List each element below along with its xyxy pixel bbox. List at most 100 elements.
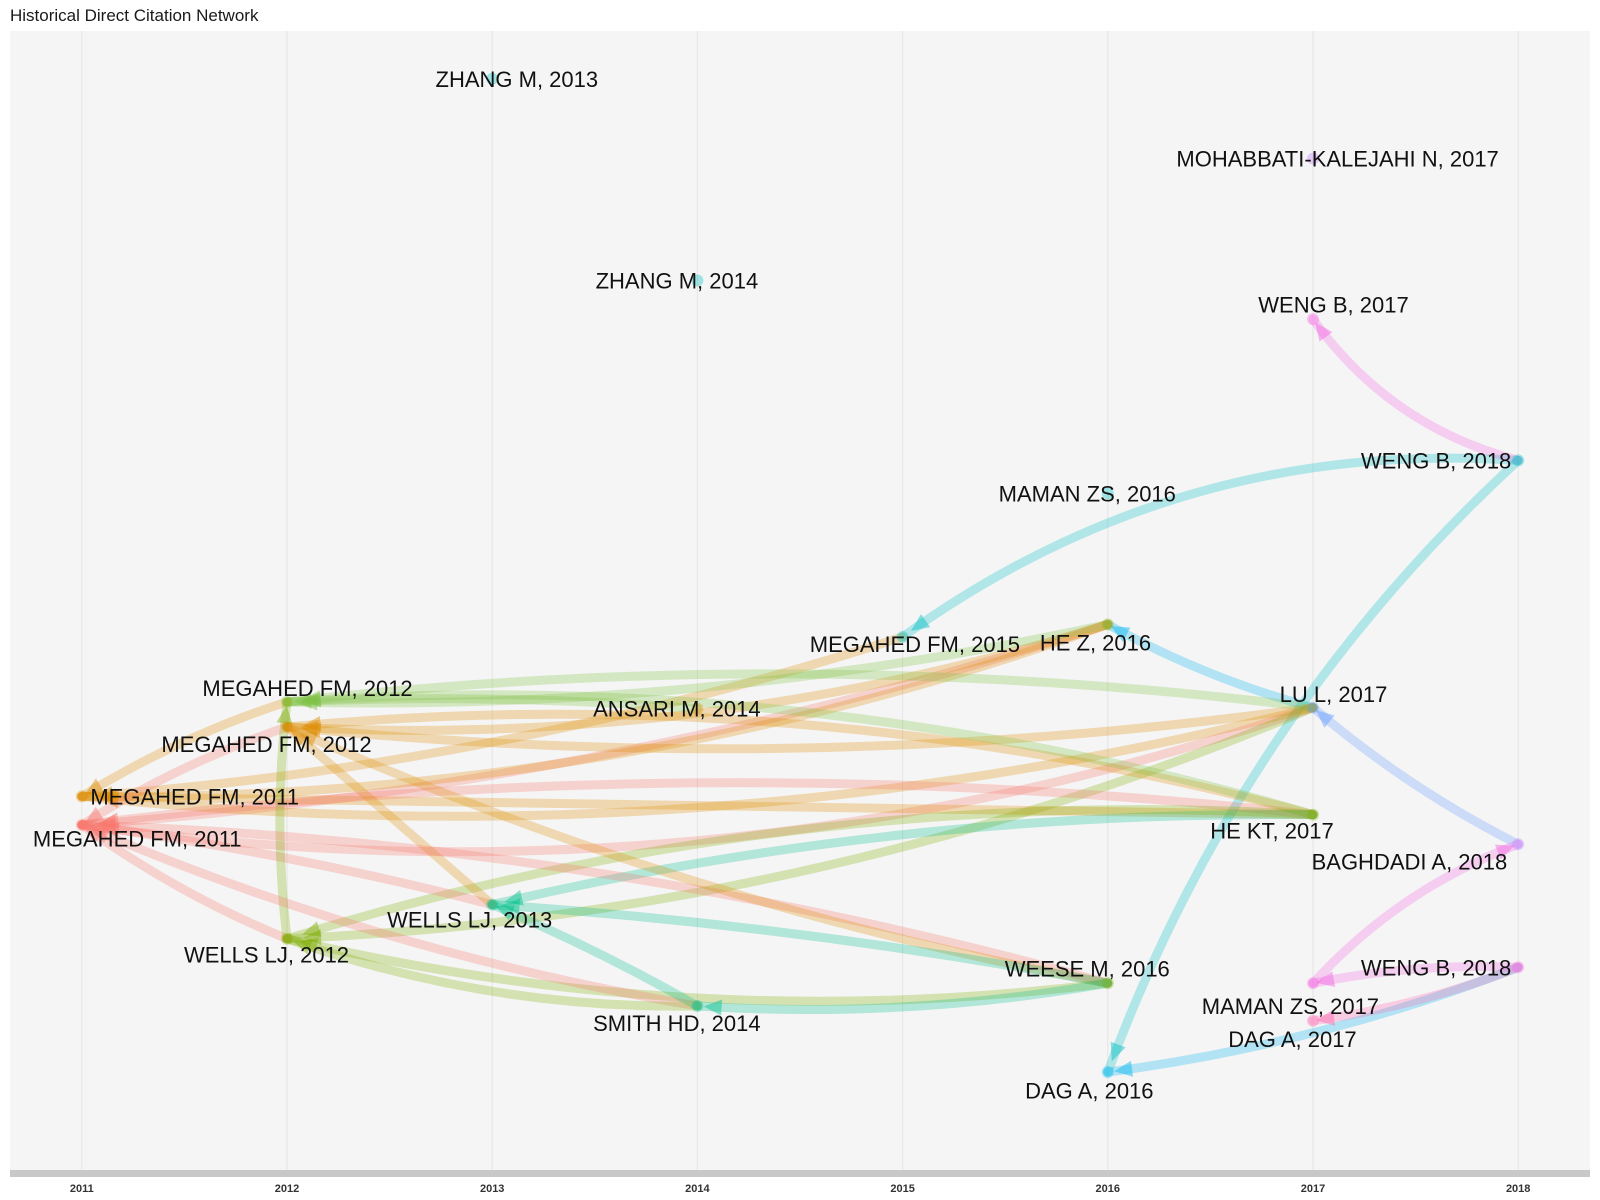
citation-edge: [77, 791, 1318, 820]
citation-edge: [77, 619, 1113, 802]
citation-edge: [282, 619, 1113, 735]
node-label: MEGAHED FM, 2015: [810, 632, 1020, 657]
node-group: [75, 72, 1525, 1079]
grid-lines: [81, 31, 1519, 1170]
edge-arrowhead: [302, 722, 322, 739]
citation-edge: [282, 934, 702, 1011]
edge-arrowhead: [303, 929, 322, 946]
citation-edge: [77, 820, 292, 944]
paper-node[interactable]: [75, 790, 88, 803]
node-label: ZHANG M, 2014: [596, 268, 759, 293]
edge-arrowhead: [100, 812, 120, 829]
edge-arrowhead: [97, 818, 116, 835]
edge-arrowhead: [97, 788, 116, 805]
edge-arrowhead: [299, 720, 318, 737]
node-label: WENG B, 2018: [1361, 955, 1511, 980]
node-label: SMITH HD, 2014: [593, 1011, 761, 1036]
citation-edge: [487, 900, 702, 1011]
paper-node[interactable]: [691, 999, 704, 1012]
paper-node[interactable]: [1306, 701, 1319, 714]
x-tick-label: 2014: [685, 1183, 710, 1195]
paper-node[interactable]: [691, 274, 704, 287]
edge-group: [77, 314, 1523, 1077]
plot-panel: [10, 31, 1590, 1170]
edge-arrowhead: [94, 786, 113, 803]
edge-arrowhead: [504, 889, 524, 906]
paper-node[interactable]: [1512, 961, 1525, 974]
citation-edge: [1308, 839, 1523, 988]
node-label: WENG B, 2018: [1361, 448, 1511, 473]
citation-edge: [1308, 962, 1523, 1026]
x-tick-label: 2013: [480, 1183, 504, 1195]
edge-arrowhead: [100, 821, 120, 838]
citation-edge: [77, 820, 497, 910]
paper-node[interactable]: [1512, 838, 1525, 851]
x-tick-label: 2015: [890, 1183, 914, 1195]
citation-edge: [1103, 619, 1318, 713]
citation-edge: [282, 805, 1318, 944]
citation-edge: [77, 820, 1113, 988]
citation-edge: [282, 694, 702, 714]
citation-edge: [487, 900, 1113, 988]
paper-node[interactable]: [1306, 152, 1319, 165]
paper-node[interactable]: [1101, 487, 1114, 500]
citation-edge: [282, 703, 1318, 754]
node-label: MEGAHED FM, 2012: [202, 676, 412, 701]
citation-edge: [77, 619, 1113, 830]
citation-edge: [77, 820, 702, 1011]
edge-arrowhead: [276, 705, 293, 725]
edge-arrowhead: [1494, 844, 1515, 860]
paper-node[interactable]: [1101, 1066, 1114, 1079]
citation-edge: [77, 632, 908, 801]
edge-arrowhead: [495, 905, 516, 921]
edge-arrowhead: [703, 999, 723, 1016]
paper-node[interactable]: [691, 702, 704, 715]
node-label: WEESE M, 2016: [1005, 956, 1170, 981]
paper-node[interactable]: [75, 818, 88, 831]
x-axis: 2011 2012 2013 2014 2015 2016 2017 2018: [10, 1170, 1590, 1195]
edge-arrowhead: [293, 692, 312, 709]
x-tick-label: 2016: [1096, 1183, 1120, 1195]
paper-node[interactable]: [1306, 1014, 1319, 1027]
paper-node[interactable]: [486, 898, 499, 911]
paper-node[interactable]: [1101, 977, 1114, 990]
citation-edge: [275, 697, 292, 944]
edge-arrowhead: [97, 814, 117, 831]
node-label: MEGAHED FM, 2011: [90, 784, 299, 809]
paper-node[interactable]: [486, 72, 499, 85]
paper-node[interactable]: [281, 932, 294, 945]
label-group: ZHANG M, 2013 MOHABBATI-KALEJAHI N, 2017 Z…: [33, 67, 1511, 1103]
citation-edge: [1308, 314, 1523, 465]
node-label: HE Z, 2016: [1040, 631, 1151, 656]
paper-node[interactable]: [1101, 618, 1114, 631]
node-label: DAG A, 2017: [1228, 1027, 1356, 1052]
paper-node[interactable]: [896, 630, 909, 643]
edge-arrowhead: [501, 898, 521, 915]
node-label: DAG A, 2016: [1025, 1078, 1153, 1103]
x-tick-label: 2018: [1506, 1183, 1530, 1195]
citation-edge: [692, 978, 1113, 1015]
citation-edge: [1103, 455, 1523, 1077]
paper-node[interactable]: [1306, 808, 1319, 821]
paper-node[interactable]: [1306, 313, 1319, 326]
citation-edge: [1103, 962, 1523, 1077]
citation-edge: [898, 453, 1523, 642]
citation-edge: [487, 809, 1318, 910]
edge-arrowhead: [298, 732, 319, 747]
citation-edge: [282, 709, 1318, 820]
edge-arrowhead: [1110, 1041, 1126, 1062]
node-label: ZHANG M, 2013: [436, 67, 599, 92]
edge-arrowhead: [100, 788, 119, 805]
paper-node[interactable]: [281, 720, 294, 733]
edge-arrowhead: [290, 729, 309, 748]
paper-node[interactable]: [1306, 977, 1319, 990]
citation-edge: [282, 722, 1113, 988]
edge-arrowhead: [910, 614, 931, 632]
node-label: MAMAN ZS, 2016: [999, 481, 1176, 506]
paper-node[interactable]: [281, 695, 294, 708]
paper-node[interactable]: [1512, 454, 1525, 467]
edge-arrowhead: [84, 806, 105, 824]
citation-edge: [1308, 962, 1523, 988]
edge-arrowhead: [90, 828, 111, 844]
citation-edge: [77, 778, 1318, 830]
